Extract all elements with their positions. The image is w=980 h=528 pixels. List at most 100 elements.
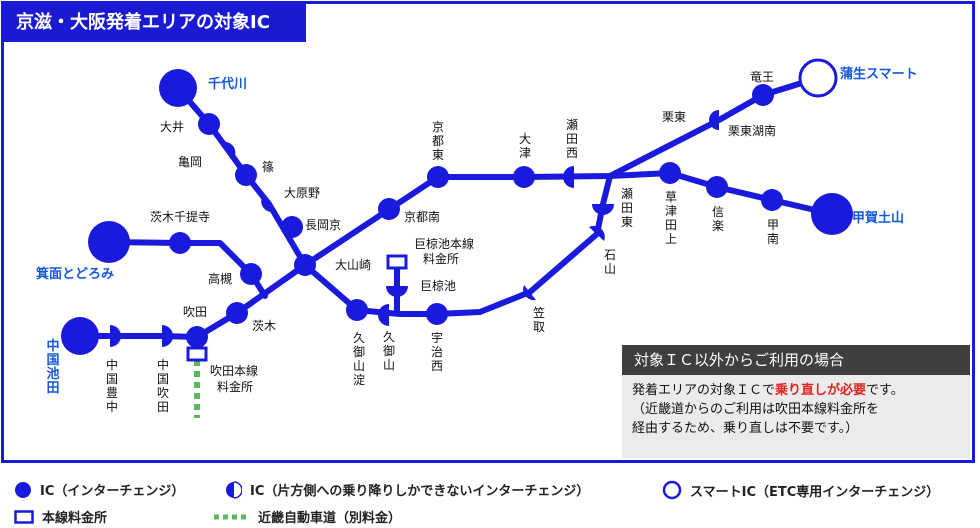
half-ic-icon bbox=[162, 325, 173, 347]
ic-icon bbox=[61, 317, 99, 355]
ic-icon bbox=[706, 176, 728, 198]
notice-emphasis: 乗り直しが必要 bbox=[775, 383, 867, 398]
ic-icon bbox=[294, 254, 316, 276]
ic-icon bbox=[88, 221, 130, 263]
notice-text: 発着エリアの対象ＩＣで bbox=[632, 383, 776, 398]
legend-label: IC（片方側への乗り降りしかできないインターチェンジ） bbox=[250, 484, 590, 499]
station-label: 吹田本線 bbox=[210, 364, 259, 378]
station-label: 大山崎 bbox=[335, 258, 372, 272]
half-ic-markers bbox=[110, 110, 719, 347]
station-label: 信楽 bbox=[711, 205, 724, 233]
station-label: 瀬田東 bbox=[620, 187, 633, 229]
station-label: 長岡京 bbox=[305, 218, 342, 232]
legend-label: 本線料金所 bbox=[42, 511, 108, 526]
station-label: 大井 bbox=[160, 120, 185, 134]
station-label: 大原野 bbox=[284, 186, 321, 200]
station-label: 巨椋池 bbox=[420, 279, 457, 293]
notice-body: 発着エリアの対象ＩＣで乗り直しが必要です。 （近畿道からのご利用は吹田本線料金所… bbox=[622, 375, 970, 444]
ic-icon bbox=[235, 164, 257, 186]
station-label: 甲賀土山 bbox=[852, 211, 905, 226]
ic-icon bbox=[198, 113, 220, 135]
station-label: 京都南 bbox=[404, 210, 441, 224]
dashed-line-icon bbox=[214, 514, 250, 519]
station-label: 蒲生スマート bbox=[840, 67, 918, 82]
station-label: 茨木千提寺 bbox=[150, 210, 211, 224]
half-ic-icon bbox=[592, 204, 614, 215]
station-label: 高槻 bbox=[208, 272, 233, 286]
legend-label: スマートIC（ETC専用インターチェンジ） bbox=[690, 484, 940, 500]
ic-icon bbox=[186, 326, 208, 348]
half-circle-icon bbox=[226, 480, 242, 499]
legend-ic: IC（インターチェンジ） bbox=[14, 480, 184, 499]
legend-smart-ic: スマートIC（ETC専用インターチェンジ） bbox=[662, 480, 939, 500]
half-ic-icon bbox=[709, 110, 719, 130]
legend-toll: 本線料金所 bbox=[14, 507, 107, 526]
ic-icon bbox=[426, 303, 448, 325]
half-ic-icon bbox=[261, 197, 277, 213]
station-label: 箕面とどろみ bbox=[36, 267, 115, 282]
station-label: 笠取 bbox=[532, 306, 545, 334]
notice-heading: 対象ＩＣ以外からご利用の場合 bbox=[622, 345, 970, 375]
station-label: 料金所 bbox=[423, 252, 460, 266]
station-label: 甲南 bbox=[766, 218, 779, 246]
half-ic-icon bbox=[523, 285, 536, 301]
ic-icon bbox=[226, 302, 248, 324]
ic-icon bbox=[346, 299, 368, 321]
half-ic-icon bbox=[110, 325, 121, 347]
ic-icon bbox=[378, 198, 400, 220]
station-label: 大津 bbox=[518, 132, 531, 160]
station-label: 吹田 bbox=[183, 305, 208, 319]
station-label: 千代川 bbox=[208, 77, 248, 92]
legend-half-ic: IC（片方側への乗り降りしかできないインターチェンジ） bbox=[224, 480, 589, 499]
station-label: 中国吹田 bbox=[156, 358, 169, 414]
station-label: 亀岡 bbox=[178, 155, 203, 169]
station-label: 中国池田 bbox=[46, 339, 60, 396]
station-label: 瀬田西 bbox=[565, 118, 578, 160]
ic-icon bbox=[761, 189, 783, 211]
station-label: 中国豊中 bbox=[105, 358, 118, 414]
station-label: 栗東 bbox=[662, 110, 687, 124]
station-label: 京都東 bbox=[431, 120, 444, 162]
station-label: 久御山 bbox=[382, 330, 395, 372]
toll-icon bbox=[386, 254, 408, 270]
station-label: 宇治西 bbox=[430, 331, 443, 373]
toll-icon bbox=[186, 346, 208, 362]
station-label: 料金所 bbox=[217, 380, 254, 394]
smart-ic-icon bbox=[798, 58, 838, 98]
map-title: 京滋・大阪発着エリアの対象IC bbox=[4, 4, 306, 42]
ic-icon bbox=[281, 216, 303, 238]
station-label: 草津田上 bbox=[664, 190, 677, 246]
ring-icon bbox=[662, 480, 682, 500]
ic-icon bbox=[427, 166, 449, 188]
half-ic-icon bbox=[589, 225, 605, 241]
ic-icon bbox=[659, 162, 681, 184]
ic-icon bbox=[752, 84, 774, 106]
ic-icon bbox=[169, 232, 191, 254]
half-ic-icon bbox=[386, 286, 408, 297]
map-frame bbox=[1, 1, 975, 463]
notice-text: です。 bbox=[866, 383, 904, 398]
legend-label: IC（インターチェンジ） bbox=[40, 484, 185, 499]
station-label: 巨椋池本線 bbox=[414, 237, 475, 251]
half-ic-icon bbox=[222, 141, 236, 158]
legend-kinki: 近畿自動車道（別料金） bbox=[214, 507, 401, 526]
notice-text: 経由するため、乗り直しは不要です。） bbox=[632, 421, 859, 436]
station-label: 栗東湖南 bbox=[728, 124, 777, 138]
rectangle-icon bbox=[14, 509, 34, 524]
station-label: 久御山淀 bbox=[352, 331, 365, 387]
station-label: 篠 bbox=[262, 160, 275, 174]
half-ic-icon bbox=[563, 166, 574, 188]
ic-icon bbox=[159, 69, 197, 107]
station-label: 茨木 bbox=[252, 319, 277, 333]
notice-text: （近畿道からのご利用は吹田本線料金所を bbox=[632, 402, 880, 417]
filled-circle-icon bbox=[15, 481, 31, 498]
legend-label: 近畿自動車道（別料金） bbox=[258, 511, 402, 526]
notice-box: 対象ＩＣ以外からご利用の場合 発着エリアの対象ＩＣで乗り直しが必要です。 （近畿… bbox=[622, 345, 970, 458]
ic-icon bbox=[513, 166, 535, 188]
half-ic-icon bbox=[378, 304, 389, 326]
full-ic-markers bbox=[61, 69, 853, 355]
ic-icon bbox=[240, 263, 262, 285]
ic-icon bbox=[811, 193, 853, 235]
station-label: 竜王 bbox=[750, 70, 775, 84]
